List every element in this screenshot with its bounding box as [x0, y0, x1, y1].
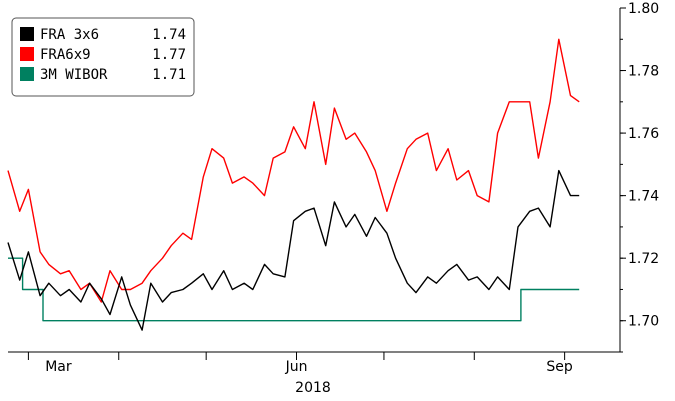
- y-tick-label: 1.70: [628, 314, 659, 330]
- legend-series-value: 1.74: [152, 27, 186, 43]
- x-axis: Mar Jun Sep: [27, 352, 573, 375]
- legend-series-name: FRA6x9: [40, 47, 91, 63]
- legend-series-name: FRA 3x6: [40, 27, 99, 43]
- y-tick-label: 1.78: [628, 64, 659, 80]
- legend-swatch: [20, 47, 34, 61]
- y-tick-label: 1.76: [628, 126, 659, 142]
- y-tick-label: 1.72: [628, 251, 659, 267]
- legend-swatch: [20, 67, 34, 81]
- legend-series-value: 1.77: [152, 47, 186, 63]
- y-axis: 1.70 1.72 1.74 1.76 1.78 1.80: [620, 1, 659, 353]
- x-tick-label: Sep: [546, 359, 573, 375]
- legend: FRA 3x6 1.74 FRA6x9 1.77 3M WIBOR 1.71: [11, 17, 195, 97]
- series-lines: [7, 38, 580, 331]
- y-tick-label: 1.74: [628, 189, 659, 205]
- x-tick-label: Mar: [45, 359, 72, 375]
- series-line-fra-3x6: [7, 169, 580, 331]
- plot-frame: [8, 8, 621, 353]
- y-tick-label: 1.80: [628, 1, 659, 17]
- legend-box: [11, 17, 195, 97]
- x-tick-label: Jun: [285, 359, 308, 375]
- legend-swatch: [20, 27, 34, 41]
- legend-series-value: 1.71: [152, 67, 186, 83]
- series-line-fra6x9: [7, 38, 580, 303]
- x-sublabel: 2018: [295, 380, 331, 396]
- legend-series-name: 3M WIBOR: [40, 67, 108, 83]
